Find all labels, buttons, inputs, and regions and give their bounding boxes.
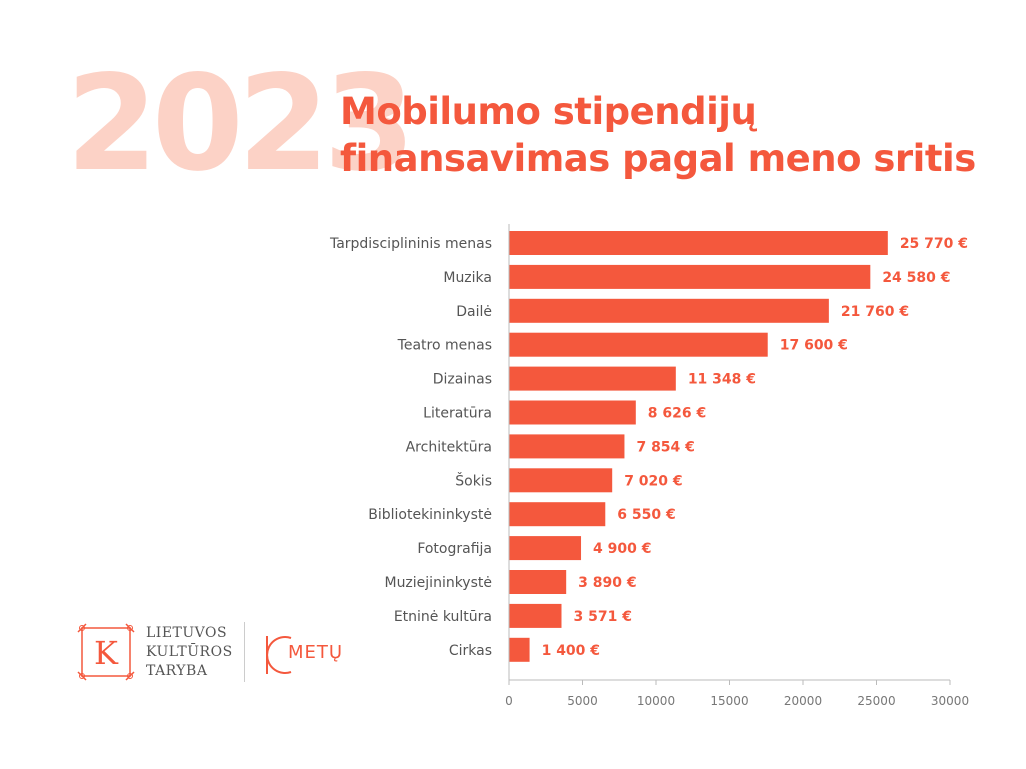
bar (509, 298, 829, 323)
data-label: 21 760 € (841, 304, 909, 320)
anniversary-text: METŲ (288, 642, 344, 663)
data-label: 8 626 € (648, 406, 706, 422)
category-label: Dailė (456, 304, 492, 320)
x-tick-label: 25000 (857, 694, 895, 708)
data-label: 1 400 € (542, 643, 600, 659)
bar (509, 603, 562, 628)
category-label: Muziejininkystė (384, 575, 492, 591)
data-label: 7 020 € (624, 473, 682, 489)
bar (509, 637, 530, 662)
data-label: 11 348 € (688, 372, 756, 388)
data-label: 4 900 € (593, 541, 651, 557)
logo-letter: K (94, 634, 119, 672)
category-label: Dizainas (433, 372, 492, 388)
bar (509, 332, 768, 357)
logo-divider (244, 622, 245, 682)
chart-title-line2: finansavimas pagal meno sritis (340, 137, 976, 180)
bar (509, 570, 567, 594)
data-label: 17 600 € (780, 338, 848, 354)
data-label: 7 854 € (636, 439, 694, 455)
data-label: 24 580 € (882, 270, 950, 286)
organization-name: LIETUVOS KULTŪROS TARYBA (146, 624, 233, 681)
bar (509, 231, 888, 255)
bar (509, 366, 676, 391)
organization-logo: K LIETUVOS KULTŪROS TARYBA METŲ (76, 620, 346, 684)
category-label: Literatūra (423, 406, 492, 422)
category-label: Cirkas (449, 643, 492, 659)
data-label: 3 571 € (573, 609, 631, 625)
x-tick-label: 30000 (931, 694, 969, 708)
bar (509, 264, 871, 289)
org-name-line1: LIETUVOS (146, 625, 228, 641)
anniversary-10-icon (266, 636, 292, 674)
x-tick-label: 5000 (567, 694, 598, 708)
chart-title: Mobilumo stipendijų finansavimas pagal m… (340, 88, 976, 182)
x-tick-label: 10000 (637, 694, 675, 708)
bar (509, 400, 636, 425)
data-label: 3 890 € (578, 575, 636, 591)
org-name-line2: KULTŪROS (146, 644, 233, 660)
x-tick-label: 0 (505, 694, 513, 708)
org-name-line3: TARYBA (146, 663, 208, 679)
chart-title-line1: Mobilumo stipendijų (340, 90, 757, 133)
bar (509, 536, 582, 561)
bar (509, 434, 625, 459)
category-label: Šokis (455, 471, 492, 489)
x-tick-label: 20000 (784, 694, 822, 708)
category-label: Fotografija (417, 541, 492, 557)
category-label: Teatro menas (397, 338, 492, 354)
year-watermark: 2023 (66, 47, 415, 201)
bar (509, 468, 613, 493)
category-label: Tarpdisciplininis menas (329, 236, 492, 252)
data-label: 6 550 € (617, 507, 675, 523)
category-label: Bibliotekininkystė (368, 507, 492, 523)
kultura-logo-icon: K (77, 623, 135, 681)
category-label: Muzika (443, 270, 492, 286)
bar (509, 502, 606, 527)
x-tick-label: 15000 (710, 694, 748, 708)
data-label: 25 770 € (900, 236, 968, 252)
category-label: Architektūra (406, 439, 492, 455)
category-label: Etninė kultūra (394, 609, 492, 625)
